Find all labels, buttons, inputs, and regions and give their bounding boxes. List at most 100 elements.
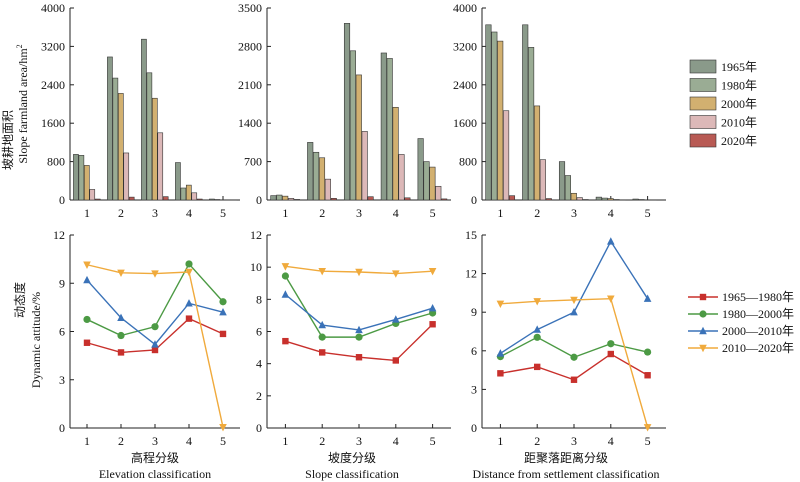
bar xyxy=(441,198,448,201)
legend-label: 1965年 xyxy=(721,60,757,74)
x-tick-label: 2 xyxy=(319,206,325,220)
bar xyxy=(157,132,164,201)
bar xyxy=(417,138,424,201)
point xyxy=(83,339,91,346)
legend-lines: 1965—1980年 1980—2000年 2000—2010年 2010—2020年 xyxy=(688,290,794,355)
y-tick-label: 12 xyxy=(465,267,477,281)
bar xyxy=(576,197,583,201)
x-tick-label: 3 xyxy=(356,434,362,448)
bar xyxy=(607,198,614,201)
point xyxy=(219,423,227,432)
bar xyxy=(533,105,541,201)
bar xyxy=(107,56,113,201)
y-tick-label: 9 xyxy=(59,276,65,290)
bar xyxy=(392,106,399,201)
bar xyxy=(343,23,351,201)
y-tick-label: 2400 xyxy=(41,78,65,92)
bar xyxy=(503,110,510,201)
bar xyxy=(270,195,277,201)
xlabel-cn-2: 坡度分级 xyxy=(328,450,376,465)
y-tick-label: 4000 xyxy=(453,1,477,15)
point xyxy=(151,346,159,354)
point xyxy=(151,270,159,278)
point xyxy=(355,333,363,341)
point xyxy=(282,337,289,345)
y-tick-label: 12 xyxy=(250,228,262,242)
point xyxy=(319,349,326,356)
y-tick-label: 0 xyxy=(59,421,65,435)
bar xyxy=(386,58,393,201)
panel-elevation-area: 0 800 1600 2400 3200 4000 1 2 3 4 5 xyxy=(41,1,240,220)
point xyxy=(392,315,400,323)
x-tick-label: 5 xyxy=(430,206,436,220)
legend-label: 1965—1980年 xyxy=(722,290,794,304)
point xyxy=(699,326,707,335)
point xyxy=(497,370,504,377)
y-tick-label: 800 xyxy=(47,155,65,169)
bar xyxy=(539,159,546,201)
y-tick-label: 0 xyxy=(471,421,477,435)
legend-label: 2010—2020年 xyxy=(722,341,794,355)
bar xyxy=(123,152,130,201)
point xyxy=(318,267,326,276)
legend-label: 2000—2010年 xyxy=(722,324,794,338)
x-tick-label: 4 xyxy=(608,434,614,448)
point xyxy=(355,268,363,277)
y-tick-label: 700 xyxy=(244,155,262,169)
point xyxy=(219,298,227,306)
legend-swatch xyxy=(689,59,717,74)
legend-swatch xyxy=(689,115,717,129)
point xyxy=(534,363,541,371)
x-tick-label: 3 xyxy=(152,206,158,220)
line-ylabel-cn: 动态度 xyxy=(12,282,27,318)
point xyxy=(607,237,615,245)
x-tick-label: 1 xyxy=(497,434,503,448)
bar xyxy=(404,197,411,201)
bar xyxy=(196,198,203,201)
point xyxy=(496,349,505,357)
bar xyxy=(141,38,147,201)
bar xyxy=(89,189,96,201)
point xyxy=(355,354,363,361)
y-tick-label: 0 xyxy=(59,193,65,207)
point xyxy=(429,321,436,328)
bar xyxy=(94,198,101,201)
x-tick-label: 4 xyxy=(186,206,192,220)
y-tick-label: 1600 xyxy=(41,116,65,130)
y-tick-label: 1600 xyxy=(453,116,477,130)
y-tick-label: 3200 xyxy=(453,39,477,53)
y-tick-label: 12 xyxy=(53,228,65,242)
x-tick-label: 5 xyxy=(220,206,226,220)
bar xyxy=(276,194,283,201)
y-tick-label: 0 xyxy=(256,421,262,435)
bar xyxy=(83,165,90,201)
bar xyxy=(191,192,198,201)
x-tick-label: 4 xyxy=(393,434,399,448)
point xyxy=(428,267,437,276)
x-tick-label: 4 xyxy=(393,206,399,220)
x-tick-label: 1 xyxy=(497,206,503,220)
y-tick-label: 0 xyxy=(471,193,477,207)
bar xyxy=(485,24,492,201)
bar xyxy=(209,198,215,201)
bar xyxy=(288,198,295,201)
x-tick-label: 2 xyxy=(118,206,124,220)
point xyxy=(699,310,707,318)
legend-label: 2020年 xyxy=(721,134,757,148)
bar xyxy=(398,154,405,201)
bar xyxy=(324,178,331,201)
bar-ylabel-en: Slope farmland area/hm2 xyxy=(15,44,30,163)
y-tick-label: 8 xyxy=(256,292,262,306)
bar xyxy=(522,24,529,201)
xlabel-en-2: Slope classification xyxy=(305,467,399,481)
x-tick-label: 1 xyxy=(282,434,288,448)
x-tick-label: 1 xyxy=(84,434,90,448)
bar xyxy=(632,198,639,201)
bar xyxy=(180,187,187,201)
legend-bars: 1965年 1980年 2000年 2010年 2020年 xyxy=(689,59,757,148)
x-tick-label: 4 xyxy=(186,434,192,448)
x-tick-label: 2 xyxy=(534,434,540,448)
